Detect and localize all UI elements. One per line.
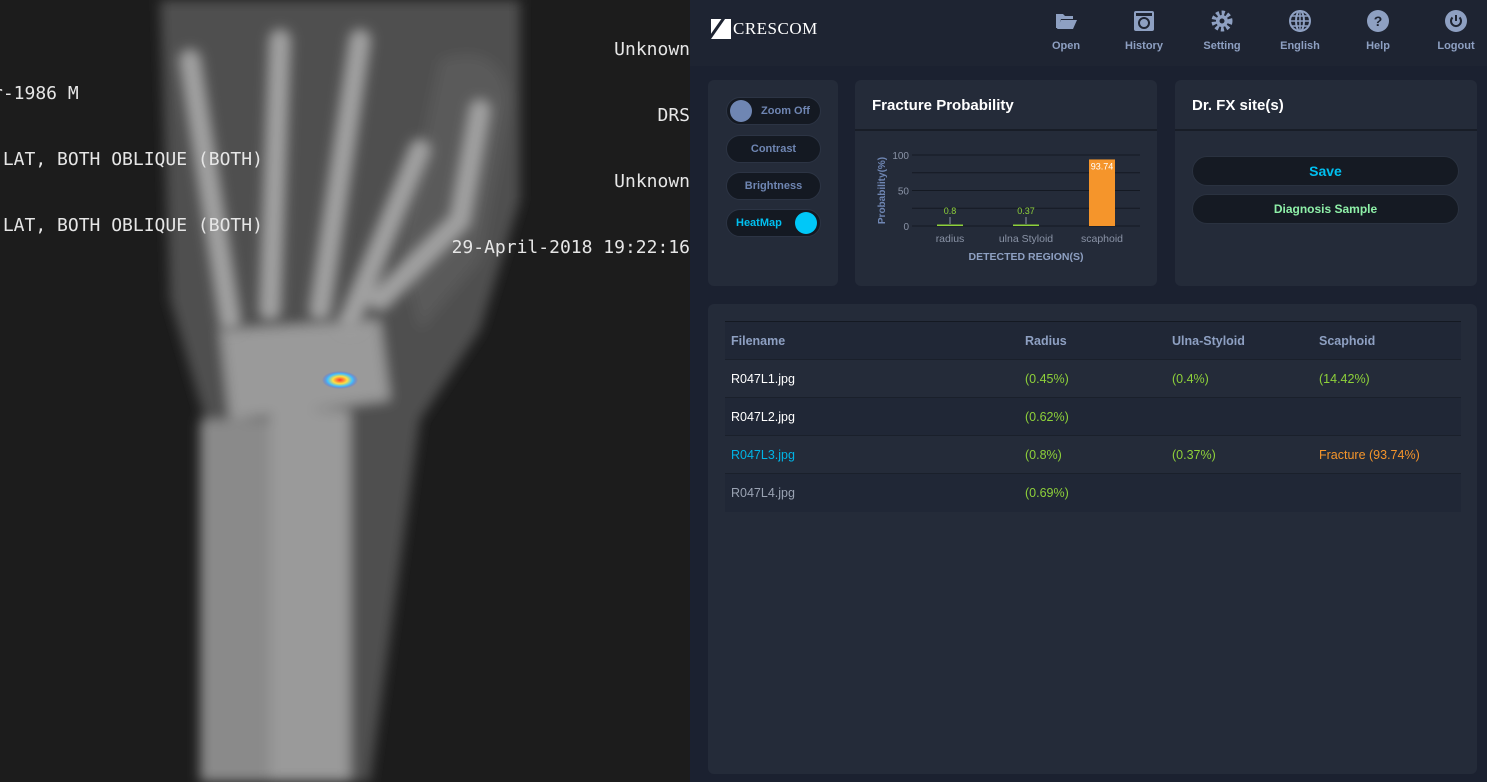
bar-radius[interactable] xyxy=(937,224,963,227)
overlay-text: DRS xyxy=(657,105,690,126)
brightness-button[interactable]: Brightness xyxy=(726,172,821,200)
language-button[interactable]: English xyxy=(1270,8,1330,52)
help-icon: ? xyxy=(1367,10,1389,32)
table-row-selected[interactable]: R047L3.jpg (0.8%) (0.37%) Fracture (93.74%) xyxy=(725,435,1461,474)
globe-icon xyxy=(1289,10,1311,32)
y-tick-label: 0 xyxy=(903,222,909,233)
setting-button[interactable]: Setting xyxy=(1192,8,1252,52)
filename-cell[interactable]: R047L3.jpg xyxy=(725,435,1019,474)
fx-sites-panel: Dr. FX site(s) Save Diagnosis Sample xyxy=(1175,80,1477,286)
image-controls-panel: Zoom Off Contrast Brightness HeatMap xyxy=(708,80,838,286)
overlay-right: Unknown DRS Unknown 29-April-2018 19:22:… xyxy=(452,0,690,303)
overlay-left: r-1986 M LAT, BOTH OBLIQUE (BOTH) LAT, B… xyxy=(0,39,263,281)
heatmap-label: HeatMap xyxy=(736,217,782,229)
overlay-text: LAT, BOTH OBLIQUE (BOTH) xyxy=(0,215,263,236)
fracture-probability-chart: 0 50 100 Probability(%) 0.8 radius 0.37 ulna St… xyxy=(877,151,1140,263)
nav-label: Setting xyxy=(1203,40,1241,52)
radius-cell: (0.69%) xyxy=(1019,473,1166,512)
table-row[interactable]: R047L2.jpg (0.62%) xyxy=(725,397,1461,436)
ulna-cell: (0.4%) xyxy=(1166,359,1313,398)
panel-title: Fracture Probability xyxy=(872,97,1014,114)
history-icon xyxy=(1134,11,1154,31)
toggle-knob xyxy=(730,100,752,122)
nav-label: Open xyxy=(1051,40,1081,52)
table-row[interactable]: R047L4.jpg (0.69%) xyxy=(725,473,1461,512)
open-button[interactable]: Open xyxy=(1036,8,1096,52)
overlay-text: Unknown xyxy=(614,171,690,192)
divider xyxy=(855,129,1157,131)
overlay-text: Unknown xyxy=(614,39,690,60)
zoom-label: Zoom Off xyxy=(761,105,810,117)
heatmap-toggle[interactable]: HeatMap xyxy=(726,209,821,237)
save-label: Save xyxy=(1309,163,1342,179)
nav-label: Logout xyxy=(1437,40,1475,52)
table-row[interactable]: R047L1.jpg (0.45%) (0.4%) (14.42%) xyxy=(725,359,1461,398)
table-header: Filename Radius Ulna-Styloid Scaphoid xyxy=(725,321,1461,360)
logo-text: CRESCOM xyxy=(733,19,818,38)
y-tick-label: 100 xyxy=(892,151,909,162)
fracture-probability-panel: Fracture Probability 0 50 100 Probability(%… xyxy=(855,80,1157,286)
scaphoid-cell: (14.42%) xyxy=(1313,359,1461,398)
contrast-button[interactable]: Contrast xyxy=(726,135,821,163)
nav-label: English xyxy=(1280,40,1320,52)
filename-cell[interactable]: R047L1.jpg xyxy=(725,359,1019,398)
nav-label: Help xyxy=(1366,40,1390,52)
crescom-logo-icon xyxy=(711,19,731,39)
x-tick-label: radius xyxy=(936,233,965,245)
help-button[interactable]: ? Help xyxy=(1348,8,1408,52)
nav-label: History xyxy=(1125,40,1163,52)
toggle-knob xyxy=(795,212,817,234)
radius-cell: (0.45%) xyxy=(1019,359,1166,398)
bar-ulna-styloid[interactable] xyxy=(1013,224,1039,227)
data-label: 0.37 xyxy=(1017,206,1035,216)
power-icon xyxy=(1445,10,1467,32)
heatmap-highlight xyxy=(322,371,358,389)
filename-cell[interactable]: R047L4.jpg xyxy=(725,473,1019,512)
logout-button[interactable]: Logout xyxy=(1426,8,1486,52)
diagnosis-label: Diagnosis Sample xyxy=(1273,202,1378,216)
zoom-toggle[interactable]: Zoom Off xyxy=(726,97,821,125)
xray-viewer[interactable]: Unknown DRS Unknown 29-April-2018 19:22:… xyxy=(0,0,690,782)
divider xyxy=(1175,129,1477,131)
analysis-pane: CRESCOM Open History Setting English ? He… xyxy=(690,0,1487,782)
panel-title: Dr. FX site(s) xyxy=(1192,97,1284,114)
column-header[interactable]: Ulna-Styloid xyxy=(1166,321,1313,360)
brightness-label: Brightness xyxy=(744,180,803,192)
overlay-text: r-1986 M xyxy=(0,83,79,104)
gear-icon xyxy=(1211,10,1233,32)
filename-cell[interactable]: R047L2.jpg xyxy=(725,397,1019,436)
diagnosis-sample-button[interactable]: Diagnosis Sample xyxy=(1192,194,1459,224)
xray-image xyxy=(0,0,690,782)
column-header[interactable]: Radius xyxy=(1019,321,1166,360)
contrast-label: Contrast xyxy=(750,143,797,155)
scaphoid-cell: Fracture (93.74%) xyxy=(1313,435,1461,474)
overlay-timestamp: 29-April-2018 19:22:16 xyxy=(451,237,690,258)
results-panel: Filename Radius Ulna-Styloid Scaphoid R0… xyxy=(708,304,1477,774)
x-axis-label: DETECTED REGION(S) xyxy=(969,251,1084,263)
column-header[interactable]: Scaphoid xyxy=(1313,321,1461,360)
ulna-cell xyxy=(1166,473,1313,512)
ulna-cell xyxy=(1166,397,1313,436)
logo: CRESCOM xyxy=(711,19,818,39)
folder-open-icon xyxy=(1056,14,1077,29)
scaphoid-cell xyxy=(1313,473,1461,512)
ulna-cell: (0.37%) xyxy=(1166,435,1313,474)
x-tick-label: scaphoid xyxy=(1081,233,1123,245)
data-label: 0.8 xyxy=(944,206,957,216)
history-button[interactable]: History xyxy=(1114,8,1174,52)
x-tick-label: ulna Styloid xyxy=(999,233,1053,245)
radius-cell: (0.62%) xyxy=(1019,397,1166,436)
radius-cell: (0.8%) xyxy=(1019,435,1166,474)
y-tick-label: 50 xyxy=(898,187,910,198)
save-button[interactable]: Save xyxy=(1192,156,1459,186)
overlay-text: LAT, BOTH OBLIQUE (BOTH) xyxy=(0,149,263,170)
y-axis-label: Probability(%) xyxy=(877,157,888,224)
header: CRESCOM Open History Setting English ? He… xyxy=(690,0,1487,66)
svg-text:?: ? xyxy=(1374,13,1383,29)
results-table: Filename Radius Ulna-Styloid Scaphoid R0… xyxy=(725,321,1461,512)
bar-scaphoid[interactable] xyxy=(1089,159,1115,226)
data-label: 93.74 xyxy=(1091,161,1114,171)
scaphoid-cell xyxy=(1313,397,1461,436)
column-header[interactable]: Filename xyxy=(725,321,1019,360)
